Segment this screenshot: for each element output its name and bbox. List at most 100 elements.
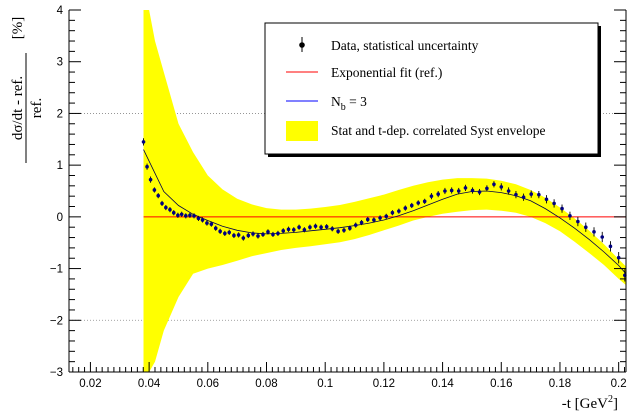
x-tick-label: 0.2 — [611, 378, 627, 390]
data-marker — [145, 164, 149, 169]
data-marker — [200, 218, 205, 222]
data-point — [359, 219, 364, 226]
data-point — [416, 200, 421, 206]
data-point — [429, 193, 434, 200]
data-point — [176, 212, 180, 218]
data-point — [141, 138, 146, 146]
data-marker — [227, 230, 232, 235]
data-points — [141, 138, 627, 282]
legend-box — [264, 22, 599, 155]
data-point — [348, 225, 352, 231]
data-marker — [485, 186, 489, 191]
x-tick-label: 0.1 — [317, 378, 333, 390]
data-marker — [456, 189, 461, 193]
data-point — [397, 208, 401, 214]
data-marker — [449, 188, 454, 193]
y-axis-unit: [%] — [10, 17, 26, 40]
legend-label-fit: Exponential fit (ref.) — [331, 65, 442, 80]
y-tick-label: −3 — [50, 367, 63, 379]
data-marker — [213, 226, 218, 231]
data-marker — [403, 206, 408, 210]
data-marker — [409, 203, 414, 208]
data-marker — [365, 217, 370, 222]
x-tick-label: 0.14 — [431, 378, 454, 390]
data-point — [302, 227, 307, 233]
data-point — [568, 211, 572, 220]
data-marker — [470, 188, 475, 193]
data-marker — [336, 229, 340, 234]
x-tick-label: 0.12 — [373, 378, 395, 390]
data-point — [384, 213, 389, 219]
data-point — [196, 215, 201, 221]
data-point — [463, 184, 468, 191]
x-tick-label: 0.02 — [79, 378, 101, 390]
data-marker — [390, 210, 395, 215]
data-marker — [251, 232, 255, 236]
legend-label-data: Data, statistical uncertainty — [331, 38, 479, 53]
data-marker — [308, 225, 312, 229]
data-point — [291, 227, 296, 233]
legend: Data, statistical uncertainty Exponentia… — [264, 22, 601, 157]
legend-marker-data — [299, 37, 305, 52]
data-point — [422, 198, 427, 204]
data-marker — [196, 216, 201, 221]
data-marker — [232, 233, 236, 238]
y-tick-label: 3 — [57, 57, 63, 69]
data-point — [251, 231, 255, 237]
data-marker — [218, 229, 222, 234]
data-marker — [600, 235, 605, 239]
data-point — [521, 193, 526, 201]
data-point — [456, 187, 461, 195]
y-tick-label: −1 — [50, 264, 63, 276]
data-point — [436, 191, 440, 198]
data-marker — [348, 226, 352, 231]
data-marker — [286, 227, 291, 232]
data-marker — [436, 192, 440, 196]
data-marker — [537, 192, 541, 197]
data-point — [492, 181, 496, 188]
data-point — [256, 233, 260, 239]
data-point — [365, 216, 370, 223]
data-marker — [443, 189, 447, 193]
data-marker — [276, 231, 280, 236]
data-marker — [313, 224, 318, 228]
data-marker — [514, 192, 518, 197]
data-marker — [560, 206, 564, 211]
data-point — [152, 187, 157, 193]
data-point — [378, 215, 382, 221]
data-marker — [281, 229, 286, 233]
y-tick-label: 2 — [57, 108, 63, 120]
nb3-curve — [143, 149, 627, 274]
data-marker — [342, 228, 346, 233]
data-point — [576, 216, 580, 227]
data-point — [227, 229, 232, 235]
data-marker — [156, 193, 161, 198]
data-marker — [492, 182, 496, 187]
data-point — [200, 217, 205, 223]
data-point — [506, 187, 511, 195]
data-point — [223, 230, 227, 236]
data-point — [583, 222, 588, 232]
y-axis-title-numerator: dσ/dt - ref. — [10, 76, 26, 140]
x-axis-title: -t [GeV2] — [562, 394, 618, 412]
data-point — [514, 191, 518, 199]
data-marker — [544, 197, 549, 202]
data-marker — [302, 227, 307, 232]
data-marker — [266, 230, 270, 234]
data-marker — [372, 218, 376, 222]
data-marker — [176, 213, 180, 218]
syst-envelope — [143, 10, 626, 372]
data-marker — [429, 194, 434, 198]
data-marker — [152, 188, 157, 192]
data-point — [443, 187, 447, 195]
data-marker — [246, 233, 251, 238]
data-point — [592, 227, 596, 237]
data-point — [552, 199, 556, 208]
data-point — [281, 228, 286, 234]
data-point — [477, 188, 482, 196]
data-point — [266, 229, 270, 235]
y-axis-title: dσ/dt - ref. ref. [%] — [10, 17, 45, 163]
data-point — [409, 202, 414, 209]
data-point — [308, 224, 312, 230]
